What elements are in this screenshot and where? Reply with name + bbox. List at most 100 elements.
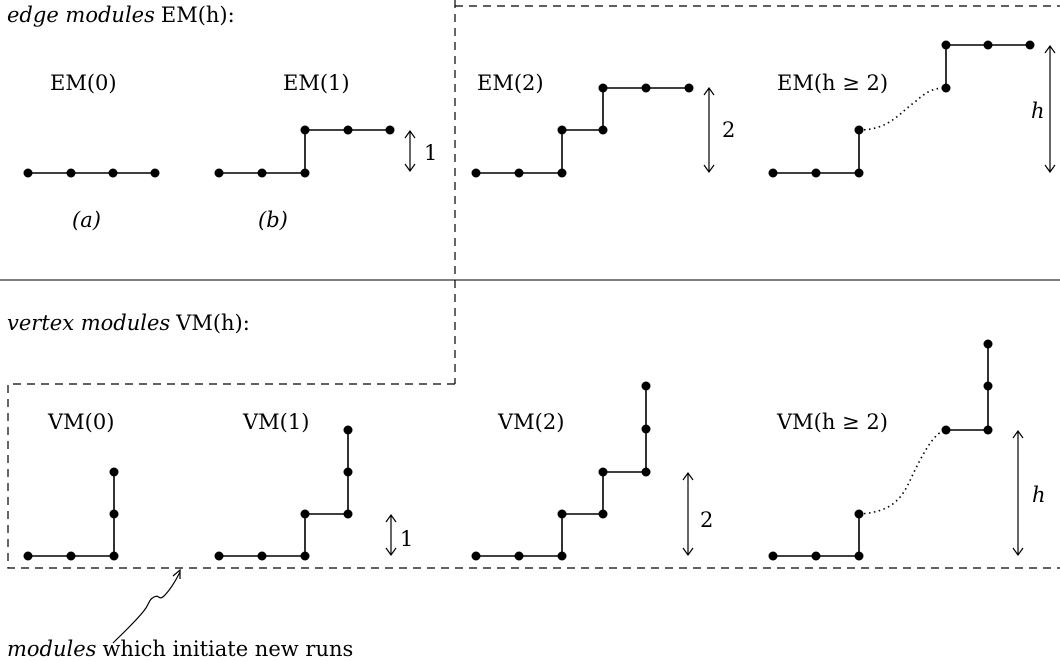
vertex-dot: [641, 467, 651, 477]
vertex-dot: [684, 83, 694, 93]
vertex-dot: [768, 551, 778, 561]
module-path: [476, 87, 689, 174]
module-path: [28, 472, 115, 557]
edge-module-0: EM(0) (a): [23, 71, 160, 232]
vertex-dot: [557, 125, 567, 135]
vertex-dot: [768, 168, 778, 178]
vertex-dot: [300, 551, 310, 561]
footnote-text: modules which initiate new runs: [7, 637, 353, 661]
height-arrow: [385, 513, 397, 557]
vertex-dot: [598, 125, 608, 135]
vertex-dot: [109, 509, 119, 519]
vertex-dot: [941, 83, 951, 93]
module-path: [945, 44, 1030, 88]
footnote-pointer: [112, 568, 181, 644]
vertex-dot: [109, 551, 119, 561]
vertex-module-0: VM(0): [23, 410, 119, 561]
vertex-dot: [941, 40, 951, 50]
vertex-dot: [150, 168, 160, 178]
vertex-dot: [641, 381, 651, 391]
vertex-module-1: VM(1) 1: [214, 410, 413, 561]
height-label: 1: [400, 527, 413, 551]
vertex-dot: [557, 551, 567, 561]
height-label: h: [1031, 99, 1045, 123]
vertex-dot: [1025, 40, 1035, 50]
vertex-module-h: VM(h ≥ 2) h: [768, 339, 1046, 561]
height-label: 2: [722, 118, 735, 142]
vertex-dot: [983, 425, 993, 435]
vertex-dot: [598, 509, 608, 519]
module-path: [773, 514, 860, 557]
module-label: VM(h ≥ 2): [776, 410, 888, 434]
vertex-dot: [811, 551, 821, 561]
case-label: (a): [72, 208, 101, 232]
height-arrow: [703, 86, 715, 174]
vertex-dot: [23, 168, 33, 178]
vertex-dot: [514, 168, 524, 178]
vertex-dot: [598, 467, 608, 477]
vertex-dot: [343, 509, 353, 519]
module-label: VM(2): [497, 410, 564, 434]
vertex-dot: [66, 168, 76, 178]
vertex-dot: [108, 168, 118, 178]
edge-module-2: EM(2) 2: [471, 71, 735, 178]
module-label: EM(1): [283, 71, 350, 95]
vertex-dot: [471, 551, 481, 561]
vertex-dot: [109, 467, 119, 477]
vertex-dot: [343, 125, 353, 135]
height-label: 2: [700, 508, 713, 532]
module-path: [946, 344, 989, 431]
vertex-dot: [300, 125, 310, 135]
height-label: 1: [424, 141, 437, 165]
vertex-dot: [214, 551, 224, 561]
vertex-dot: [343, 467, 353, 477]
vertex-dot: [557, 509, 567, 519]
height-label: h: [1032, 483, 1046, 507]
module-path: [219, 129, 390, 174]
vertex-dot: [941, 425, 951, 435]
vertex-dot: [854, 125, 864, 135]
module-label: EM(2): [477, 71, 544, 95]
module-path: [219, 430, 349, 557]
height-arrow: [1012, 429, 1024, 557]
vertex-dot: [983, 339, 993, 349]
arrow-head: [172, 568, 181, 579]
vertex-dot: [557, 168, 567, 178]
edge-module-1: EM(1) 1 (b): [214, 71, 437, 232]
vertex-dot: [514, 551, 524, 561]
squiggle-arrow: [112, 571, 181, 644]
vertex-dot: [598, 83, 608, 93]
vertex-dot: [983, 40, 993, 50]
vertex-dot: [811, 168, 821, 178]
edge-initiator-boundary: [454, 0, 1060, 384]
module-label: VM(0): [47, 410, 114, 434]
vertex-dot: [214, 168, 224, 178]
edge-module-h: EM(h ≥ 2) h: [768, 40, 1056, 178]
vertex-section-title: vertex modules VM(h):: [7, 311, 250, 335]
vertex-dot: [854, 551, 864, 561]
vertex-dot: [854, 509, 864, 519]
vertex-dot: [300, 509, 310, 519]
module-label: EM(h ≥ 2): [777, 71, 888, 95]
edge-section-title: edge modules EM(h):: [7, 3, 235, 27]
vertex-dot: [343, 425, 353, 435]
case-label: (b): [258, 208, 288, 232]
vertex-module-2: VM(2) 2: [471, 381, 713, 561]
module-label: VM(1): [242, 410, 309, 434]
vertex-dot: [257, 168, 267, 178]
vertex-dot: [300, 168, 310, 178]
module-label: EM(0): [50, 71, 117, 95]
vertex-dot: [257, 551, 267, 561]
vertex-dot: [641, 424, 651, 434]
omitted-steps: [858, 429, 947, 515]
module-path: [773, 130, 860, 174]
vertex-dot: [471, 168, 481, 178]
vertex-dot: [641, 83, 651, 93]
vertex-dot: [983, 381, 993, 391]
vertex-dot: [385, 125, 395, 135]
vertex-initiator-boundary: [7, 383, 1060, 569]
vertex-dot: [854, 168, 864, 178]
vertex-dot: [66, 551, 76, 561]
height-arrow: [682, 471, 694, 557]
